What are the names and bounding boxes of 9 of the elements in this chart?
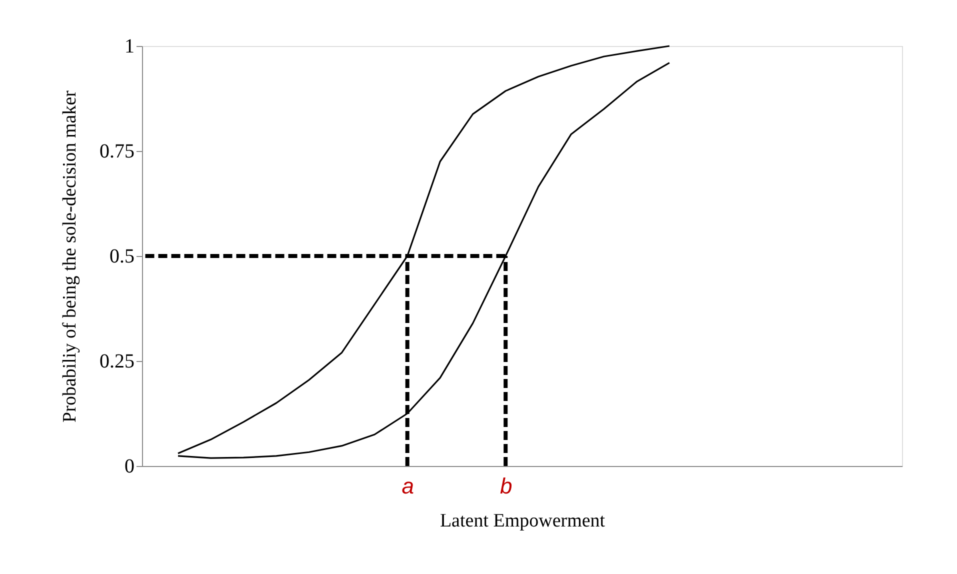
- x-tick-label: a: [402, 474, 414, 498]
- y-tick-label: 0.25: [100, 350, 134, 372]
- y-tick-label: 1: [124, 36, 134, 58]
- x-axis-title: Latent Empowerment: [440, 510, 606, 532]
- y-tick-label: 0: [124, 456, 134, 478]
- y-axis-title: Probabiliy of being the sole-decision maker: [60, 90, 80, 422]
- y-tick-label: 0.75: [100, 140, 134, 162]
- y-tick-label: 0.5: [110, 246, 134, 268]
- x-tick-label: b: [500, 474, 512, 498]
